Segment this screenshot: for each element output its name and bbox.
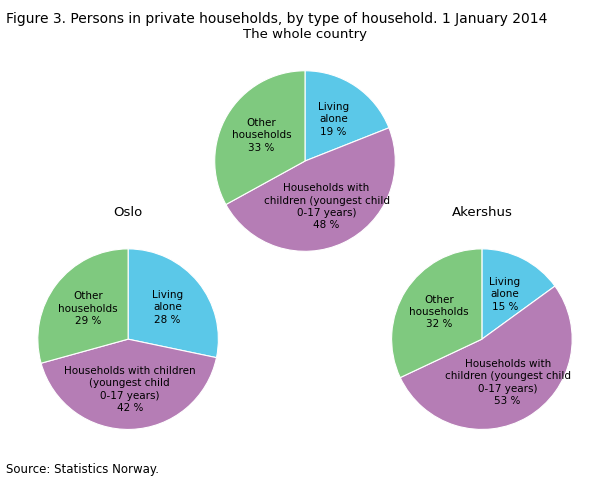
Text: Households with
children (youngest child
0-17 years)
53 %: Households with children (youngest child… bbox=[445, 359, 570, 407]
Text: Source: Statistics Norway.: Source: Statistics Norway. bbox=[6, 463, 159, 476]
Wedge shape bbox=[482, 249, 555, 339]
Text: Living
alone
15 %: Living alone 15 % bbox=[489, 277, 520, 311]
Wedge shape bbox=[392, 249, 482, 378]
Wedge shape bbox=[128, 249, 218, 358]
Text: Other
households
29 %: Other households 29 % bbox=[58, 291, 118, 326]
Text: Living
alone
19 %: Living alone 19 % bbox=[318, 102, 349, 137]
Text: Households with
children (youngest child
0-17 years)
48 %: Households with children (youngest child… bbox=[264, 183, 390, 230]
Wedge shape bbox=[215, 71, 305, 204]
Text: Households with children
(youngest child
0-17 years)
42 %: Households with children (youngest child… bbox=[64, 366, 196, 413]
Text: Figure 3. Persons in private households, by type of household. 1 January 2014: Figure 3. Persons in private households,… bbox=[6, 12, 548, 26]
Wedge shape bbox=[38, 249, 128, 363]
Wedge shape bbox=[41, 339, 217, 429]
Text: The whole country: The whole country bbox=[243, 28, 367, 41]
Wedge shape bbox=[400, 286, 572, 429]
Text: Other
households
32 %: Other households 32 % bbox=[409, 295, 469, 329]
Text: Other
households
33 %: Other households 33 % bbox=[232, 118, 292, 153]
Wedge shape bbox=[305, 71, 389, 161]
Text: Living
alone
28 %: Living alone 28 % bbox=[152, 290, 183, 325]
Text: Oslo: Oslo bbox=[113, 206, 143, 219]
Text: Akershus: Akershus bbox=[451, 206, 512, 219]
Wedge shape bbox=[226, 128, 395, 251]
